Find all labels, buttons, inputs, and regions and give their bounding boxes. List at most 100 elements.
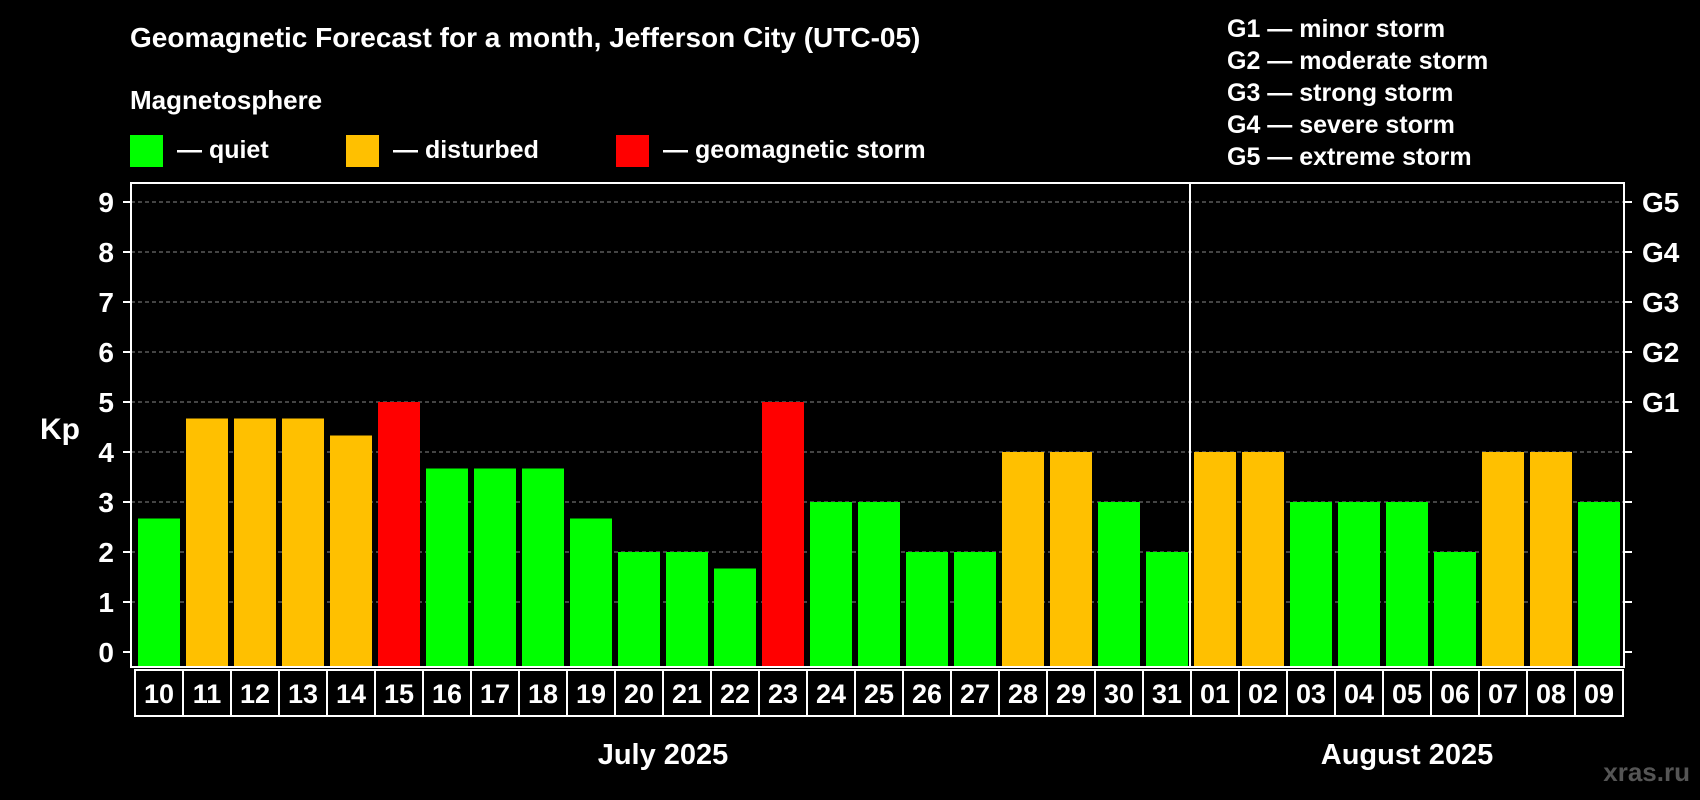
y-tick-label: 4 xyxy=(98,437,114,468)
bar-quiet xyxy=(1386,502,1428,667)
y-tick-label: 0 xyxy=(98,637,114,668)
x-tick-label: 28 xyxy=(1008,679,1038,709)
bar-series xyxy=(138,402,1620,667)
y-axis-label: Kp xyxy=(40,413,80,446)
x-tick-label: 15 xyxy=(384,679,414,709)
legend-label-disturbed: — disturbed xyxy=(393,136,539,164)
y-tick-label: 8 xyxy=(98,237,114,268)
month-label: July 2025 xyxy=(598,739,729,771)
x-tick-label: 23 xyxy=(768,679,798,709)
legend-heading: Magnetosphere xyxy=(130,85,322,115)
x-tick-label: 03 xyxy=(1296,679,1326,709)
g-level-label: G3 xyxy=(1642,287,1679,318)
legend-swatch-storm xyxy=(616,135,649,167)
bar-disturbed xyxy=(1194,452,1236,667)
x-axis-day-cells: 10 11 12 13 14 15 16 17 18 19 20 21 22 23 24 25 26 27 28 29… xyxy=(134,669,1624,717)
x-tick-label: 21 xyxy=(672,679,702,709)
x-tick-label: 09 xyxy=(1584,679,1614,709)
bar-disturbed xyxy=(1482,452,1524,667)
x-tick-label: 26 xyxy=(912,679,942,709)
x-tick-label: 31 xyxy=(1152,679,1182,709)
g-scale-item: G5 — extreme storm xyxy=(1227,143,1472,171)
x-tick-cell xyxy=(1574,669,1624,717)
y-tick-label: 6 xyxy=(98,337,114,368)
y-tick-label: 2 xyxy=(98,537,114,568)
y-tick-label: 1 xyxy=(98,587,114,618)
bar-quiet xyxy=(810,502,852,667)
bar-disturbed xyxy=(1242,452,1284,667)
bar-quiet xyxy=(714,568,756,667)
chart-title: Geomagnetic Forecast for a month, Jeffer… xyxy=(130,22,920,53)
axes: 0 1 2 3 4 5 6 7 8 9 G1 G2 G3 G4 G5 xyxy=(98,182,1680,668)
x-tick-label: 02 xyxy=(1248,679,1278,709)
legend-swatch-disturbed xyxy=(346,135,379,167)
bar-quiet xyxy=(1338,502,1380,667)
bar-disturbed xyxy=(234,418,276,667)
bar-quiet xyxy=(138,518,180,667)
g-scale-item: G1 — minor storm xyxy=(1227,15,1445,43)
bar-disturbed xyxy=(330,435,372,667)
x-tick-label: 22 xyxy=(720,679,750,709)
x-tick-label: 01 xyxy=(1200,679,1230,709)
x-tick-label: 17 xyxy=(480,679,510,709)
bar-disturbed xyxy=(1002,452,1044,667)
bar-storm xyxy=(762,402,804,667)
legend-label-storm: — geomagnetic storm xyxy=(663,136,926,164)
bar-quiet xyxy=(906,552,948,667)
bar-quiet xyxy=(522,468,564,667)
x-tick-label: 27 xyxy=(960,679,990,709)
legend-swatch-quiet xyxy=(130,135,163,167)
x-tick-label: 18 xyxy=(528,679,558,709)
g-scale-item: G4 — severe storm xyxy=(1227,111,1455,139)
g-level-label: G2 xyxy=(1642,337,1679,368)
g-level-label: G1 xyxy=(1642,387,1679,418)
bar-disturbed xyxy=(282,418,324,667)
x-tick-label: 25 xyxy=(864,679,894,709)
y-tick-label: 5 xyxy=(98,387,114,418)
x-tick-label: 12 xyxy=(240,679,270,709)
status-legend: — quiet — disturbed — geomagnetic storm xyxy=(130,135,926,167)
month-labels: July 2025 August 2025 xyxy=(598,739,1494,771)
y-tick-label: 9 xyxy=(98,187,114,218)
legend-label-quiet: — quiet xyxy=(177,136,269,164)
x-tick-label: 20 xyxy=(624,679,654,709)
x-tick-label: 16 xyxy=(432,679,462,709)
x-tick-label: 24 xyxy=(816,679,846,709)
g-scale-legend: G1 — minor storm G2 — moderate storm G3 … xyxy=(1227,15,1488,171)
bar-quiet xyxy=(1434,552,1476,667)
x-tick-label: 04 xyxy=(1344,679,1374,709)
x-tick-label: 05 xyxy=(1392,679,1422,709)
x-tick-label: 07 xyxy=(1488,679,1518,709)
bar-quiet xyxy=(570,518,612,667)
x-tick-label: 29 xyxy=(1056,679,1086,709)
plot-frame xyxy=(130,182,1625,668)
bar-quiet xyxy=(858,502,900,667)
bar-disturbed xyxy=(186,418,228,667)
x-tick-label: 10 xyxy=(144,679,174,709)
x-tick-label: 19 xyxy=(576,679,606,709)
y-tick-label: 7 xyxy=(98,287,114,318)
bar-quiet xyxy=(1290,502,1332,667)
g-scale-item: G3 — strong storm xyxy=(1227,79,1453,107)
bar-disturbed xyxy=(1050,452,1092,667)
bar-storm xyxy=(378,402,420,667)
g-scale-item: G2 — moderate storm xyxy=(1227,47,1488,75)
x-tick-label: 14 xyxy=(336,679,366,709)
x-tick-label: 11 xyxy=(193,679,222,709)
bar-disturbed xyxy=(1530,452,1572,667)
month-label: August 2025 xyxy=(1321,739,1493,771)
bar-quiet xyxy=(1146,552,1188,667)
g-level-label: G4 xyxy=(1642,237,1680,268)
bar-quiet xyxy=(474,468,516,667)
x-tick-label: 30 xyxy=(1104,679,1134,709)
bar-quiet xyxy=(618,552,660,667)
bar-quiet xyxy=(1578,502,1620,667)
y-tick-label: 3 xyxy=(98,487,114,518)
x-tick-label: 13 xyxy=(288,679,318,709)
bar-quiet xyxy=(666,552,708,667)
watermark: xras.ru xyxy=(1603,757,1690,787)
g-level-label: G5 xyxy=(1642,187,1679,218)
bar-quiet xyxy=(954,552,996,667)
x-tick-label: 06 xyxy=(1440,679,1470,709)
